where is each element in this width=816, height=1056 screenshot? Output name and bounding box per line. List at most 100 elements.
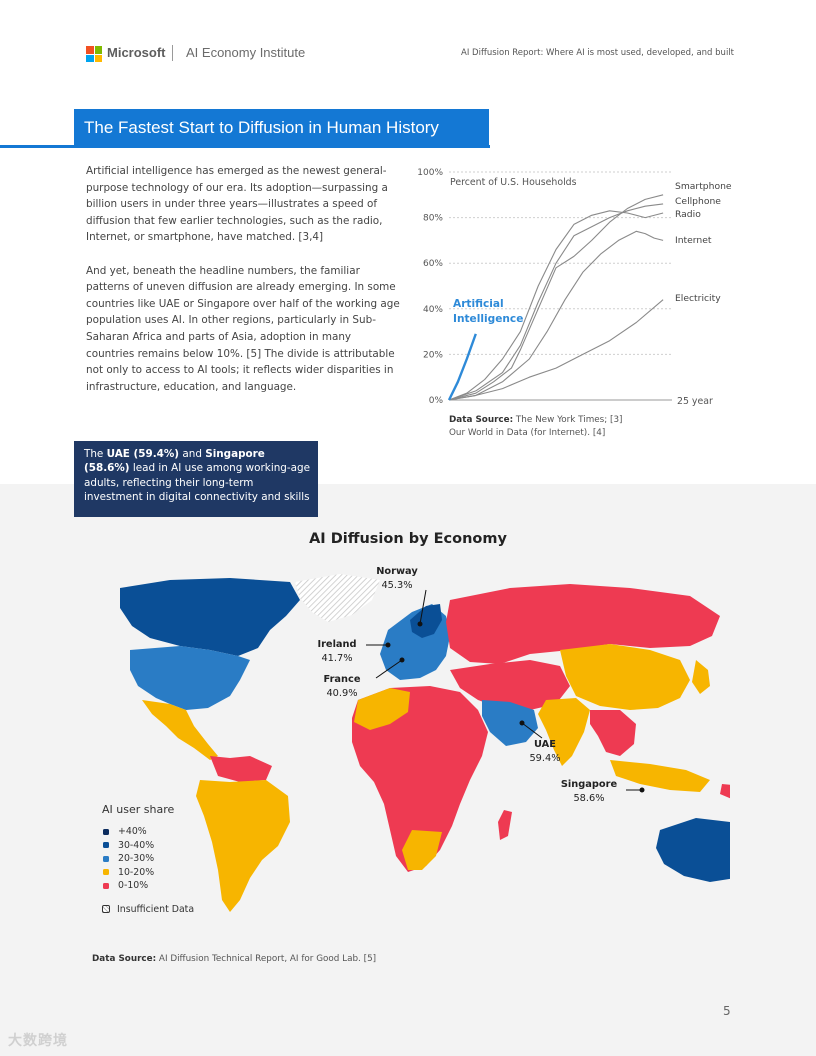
series-line-cellphone — [448, 203, 664, 401]
diffusion-line-chart: 0% 20% 40% 60% 80% 100% Percent of U.S. Househ… — [404, 162, 744, 442]
y-tick-label: 60% — [423, 259, 443, 269]
paragraph-1: Artificial intelligence has emerged as t… — [86, 165, 388, 244]
series-line-electricity — [448, 299, 664, 401]
chart-source-label: Data Source: — [449, 415, 514, 425]
legend-insufficient-label: Insufficient Data — [117, 903, 195, 915]
world-map — [120, 574, 730, 912]
region-central-asia — [450, 660, 570, 710]
region-arabia — [482, 700, 538, 746]
series-label-ai-line2: Intelligence — [453, 313, 523, 325]
label-uae-value: 59.4% — [529, 753, 561, 764]
region-indonesia — [610, 760, 710, 792]
region-africa — [352, 686, 488, 872]
uae-dot — [519, 720, 525, 726]
report-title: AI Diffusion Report: Where AI is most us… — [461, 48, 734, 58]
watermark-logo: 大数跨境 — [8, 1033, 68, 1049]
region-west-africa — [354, 688, 410, 730]
region-greenland — [295, 574, 380, 622]
series-label-cellphone: Cellphone — [675, 196, 721, 207]
label-ireland: Ireland 41.7% — [307, 638, 367, 666]
y-tick-label: 20% — [423, 350, 443, 360]
paragraph-2: And yet, beneath the headline numbers, t… — [86, 264, 400, 393]
label-france-country: France — [323, 674, 361, 685]
label-singapore-value: 58.6% — [573, 793, 605, 804]
region-nordics — [410, 604, 442, 638]
label-norway-country: Norway — [376, 566, 418, 577]
logo-square-yellow — [94, 54, 102, 62]
x-axis-end-label: 25 year — [677, 396, 713, 407]
label-norway: Norway 45.3% — [362, 565, 432, 593]
region-south-america — [196, 780, 290, 912]
map-title: AI Diffusion by Economy — [309, 531, 507, 547]
callout-box: The UAE (59.4%) and Singapore (58.6%) le… — [74, 441, 318, 517]
series-line-artificial-intelligence — [447, 333, 477, 401]
brand-name: Microsoft — [107, 45, 166, 60]
region-usa — [130, 646, 250, 710]
section-title: The Fastest Start to Diffusion in Human … — [74, 109, 489, 147]
region-russia — [446, 584, 720, 664]
legend-swatch — [103, 842, 109, 849]
legend-item: 30-40% — [102, 839, 194, 853]
label-singapore: Singapore 58.6% — [549, 778, 629, 806]
series-line-internet — [448, 230, 664, 401]
legend-item: +40% — [102, 825, 194, 839]
chart-source-line2: Our World in Data (for Internet). [4] — [449, 428, 606, 438]
region-india — [538, 698, 590, 766]
region-southern-africa — [402, 830, 442, 870]
line-chart-svg: 0% 20% 40% 60% 80% 100% Percent of U.S. Househ… — [417, 168, 732, 407]
singapore-dot — [639, 787, 645, 793]
legend-item: 20-30% — [102, 852, 194, 866]
legend-swatch — [103, 855, 109, 862]
map-legend: AI user share +40% 30-40% 20-30% 10-20% … — [102, 803, 194, 915]
logo-square-green — [94, 46, 102, 54]
series-label-ai: Artificial — [453, 298, 504, 310]
logo-square-red — [86, 46, 94, 54]
y-tick-label: 0% — [429, 396, 444, 406]
map-source-label: Data Source: — [92, 954, 157, 964]
france-dot — [399, 657, 405, 663]
legend-title: AI user share — [102, 803, 175, 816]
callout-singapore: Singapore (58.6%) — [84, 448, 265, 475]
microsoft-logo-icon — [86, 46, 102, 62]
label-ireland-value: 41.7% — [321, 653, 353, 664]
series-label-radio: Radio — [675, 209, 701, 220]
france-leader — [375, 659, 403, 679]
logo-square-blue — [86, 54, 94, 62]
legend-label: 20-30% — [118, 853, 155, 865]
legend-label: 0-10% — [118, 880, 149, 892]
page-number: 5 — [723, 1004, 731, 1018]
legend-swatch — [103, 882, 109, 889]
norway-dot — [417, 621, 423, 627]
map-source-text: AI Diffusion Technical Report, AI for Go… — [158, 954, 377, 964]
y-tick-label: 40% — [423, 305, 443, 315]
series-label-internet: Internet — [675, 235, 712, 246]
region-madagascar — [498, 810, 512, 840]
uae-leader — [521, 722, 543, 739]
callout-and: and — [179, 448, 206, 460]
ireland-dot — [385, 642, 391, 648]
region-se-asia — [590, 710, 636, 756]
legend-swatch — [103, 869, 109, 876]
region-canada — [120, 578, 300, 656]
label-norway-value: 45.3% — [381, 580, 413, 591]
series-label-electricity: Electricity — [675, 293, 721, 304]
hatch-swatch-icon — [102, 905, 110, 913]
label-singapore-country: Singapore — [560, 779, 618, 790]
chart-subtitle: Percent of U.S. Households — [450, 177, 577, 188]
chart-data-source: Data Source: The New York Times; [3] Our… — [449, 414, 729, 440]
header-divider — [172, 45, 173, 61]
region-japan — [692, 660, 710, 694]
body-text: Artificial intelligence has emerged as t… — [86, 163, 400, 412]
legend-item: 10-20% — [102, 866, 194, 880]
label-france: France 40.9% — [312, 673, 372, 701]
callout-the: The — [84, 448, 107, 460]
y-tick-label: 80% — [423, 214, 443, 224]
label-uae: UAE 59.4% — [515, 738, 575, 766]
institute-name: AI Economy Institute — [186, 45, 306, 60]
map-data-source: Data Source: AI Diffusion Technical Repo… — [92, 954, 376, 964]
region-mexico — [142, 700, 218, 760]
legend-insufficient: Insufficient Data — [102, 904, 194, 915]
norway-leader — [419, 589, 427, 625]
series-line-smartphone — [448, 194, 664, 401]
region-australia — [656, 818, 730, 882]
